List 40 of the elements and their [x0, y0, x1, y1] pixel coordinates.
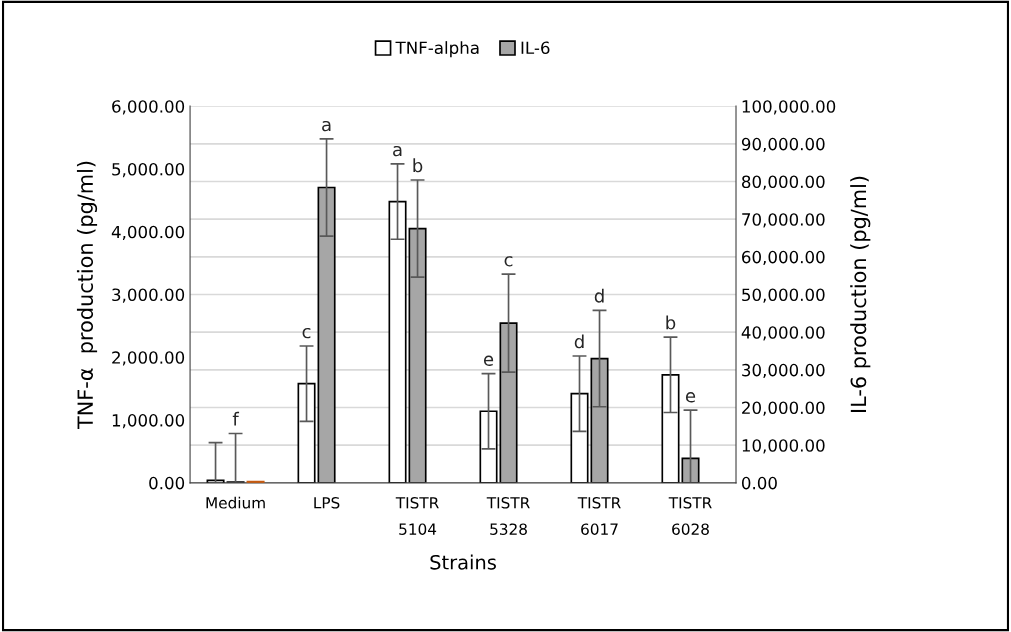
data-label: b: [413, 158, 423, 173]
y-tick-label: 5,000.00: [112, 162, 185, 178]
y-tick-label: 6,000.00: [112, 100, 185, 115]
y2-tick-label: 30,000.00: [742, 363, 825, 379]
y2-tick-label: 0.00: [741, 476, 777, 490]
y2-tick-label: 20,000.00: [742, 401, 825, 416]
y-tick-label: 2,000.00: [112, 351, 185, 366]
data-label: d: [594, 288, 604, 303]
data-label: f: [232, 411, 240, 426]
x-tick-label: TISTR 6017: [577, 497, 621, 535]
data-label: a: [393, 145, 402, 157]
y2-tick-label: 60,000.00: [742, 250, 825, 266]
data-label: e: [483, 355, 494, 366]
y-tick-label: 1,000.00: [112, 414, 185, 429]
y-tick-label: 3,000.00: [112, 288, 185, 303]
x-tick-label: TISTR 5328: [486, 497, 530, 535]
data-label: d: [574, 334, 584, 349]
x-tick-label: LPS: [314, 497, 340, 509]
legend-label: TNF-alpha: [395, 41, 479, 58]
y2-tick-label: 40,000.00: [741, 326, 825, 341]
y-tick-label: 0.00: [149, 476, 185, 490]
y2-tick-label: 80,000.00: [742, 175, 825, 190]
y2-tick-label: 10,000.00: [742, 439, 825, 454]
data-label: a: [322, 120, 331, 132]
y2-tick-label: 70,000.00: [742, 213, 825, 228]
data-label: c: [504, 256, 513, 267]
x-tick-label: TISTR 5104: [395, 497, 439, 535]
y-tick-label: 4,000.00: [111, 225, 185, 240]
x-axis-title: Strains: [430, 554, 496, 570]
y2-tick-label: 100,000.00: [742, 100, 836, 115]
x-tick-label: Medium: [206, 496, 265, 509]
data-label: e: [685, 392, 696, 403]
x-tick-label: TISTR 6028: [668, 497, 712, 535]
legend-label: IL-6: [521, 41, 550, 55]
y2-tick-label: 50,000.00: [742, 288, 825, 303]
y-axis-title: TNF-α production (pg/ml): [76, 161, 98, 430]
y2-axis-title: IL-6 production (pg/ml): [850, 176, 871, 412]
data-label: b: [666, 315, 676, 330]
y2-tick-label: 90,000.00: [741, 137, 825, 153]
data-label: c: [302, 327, 311, 339]
